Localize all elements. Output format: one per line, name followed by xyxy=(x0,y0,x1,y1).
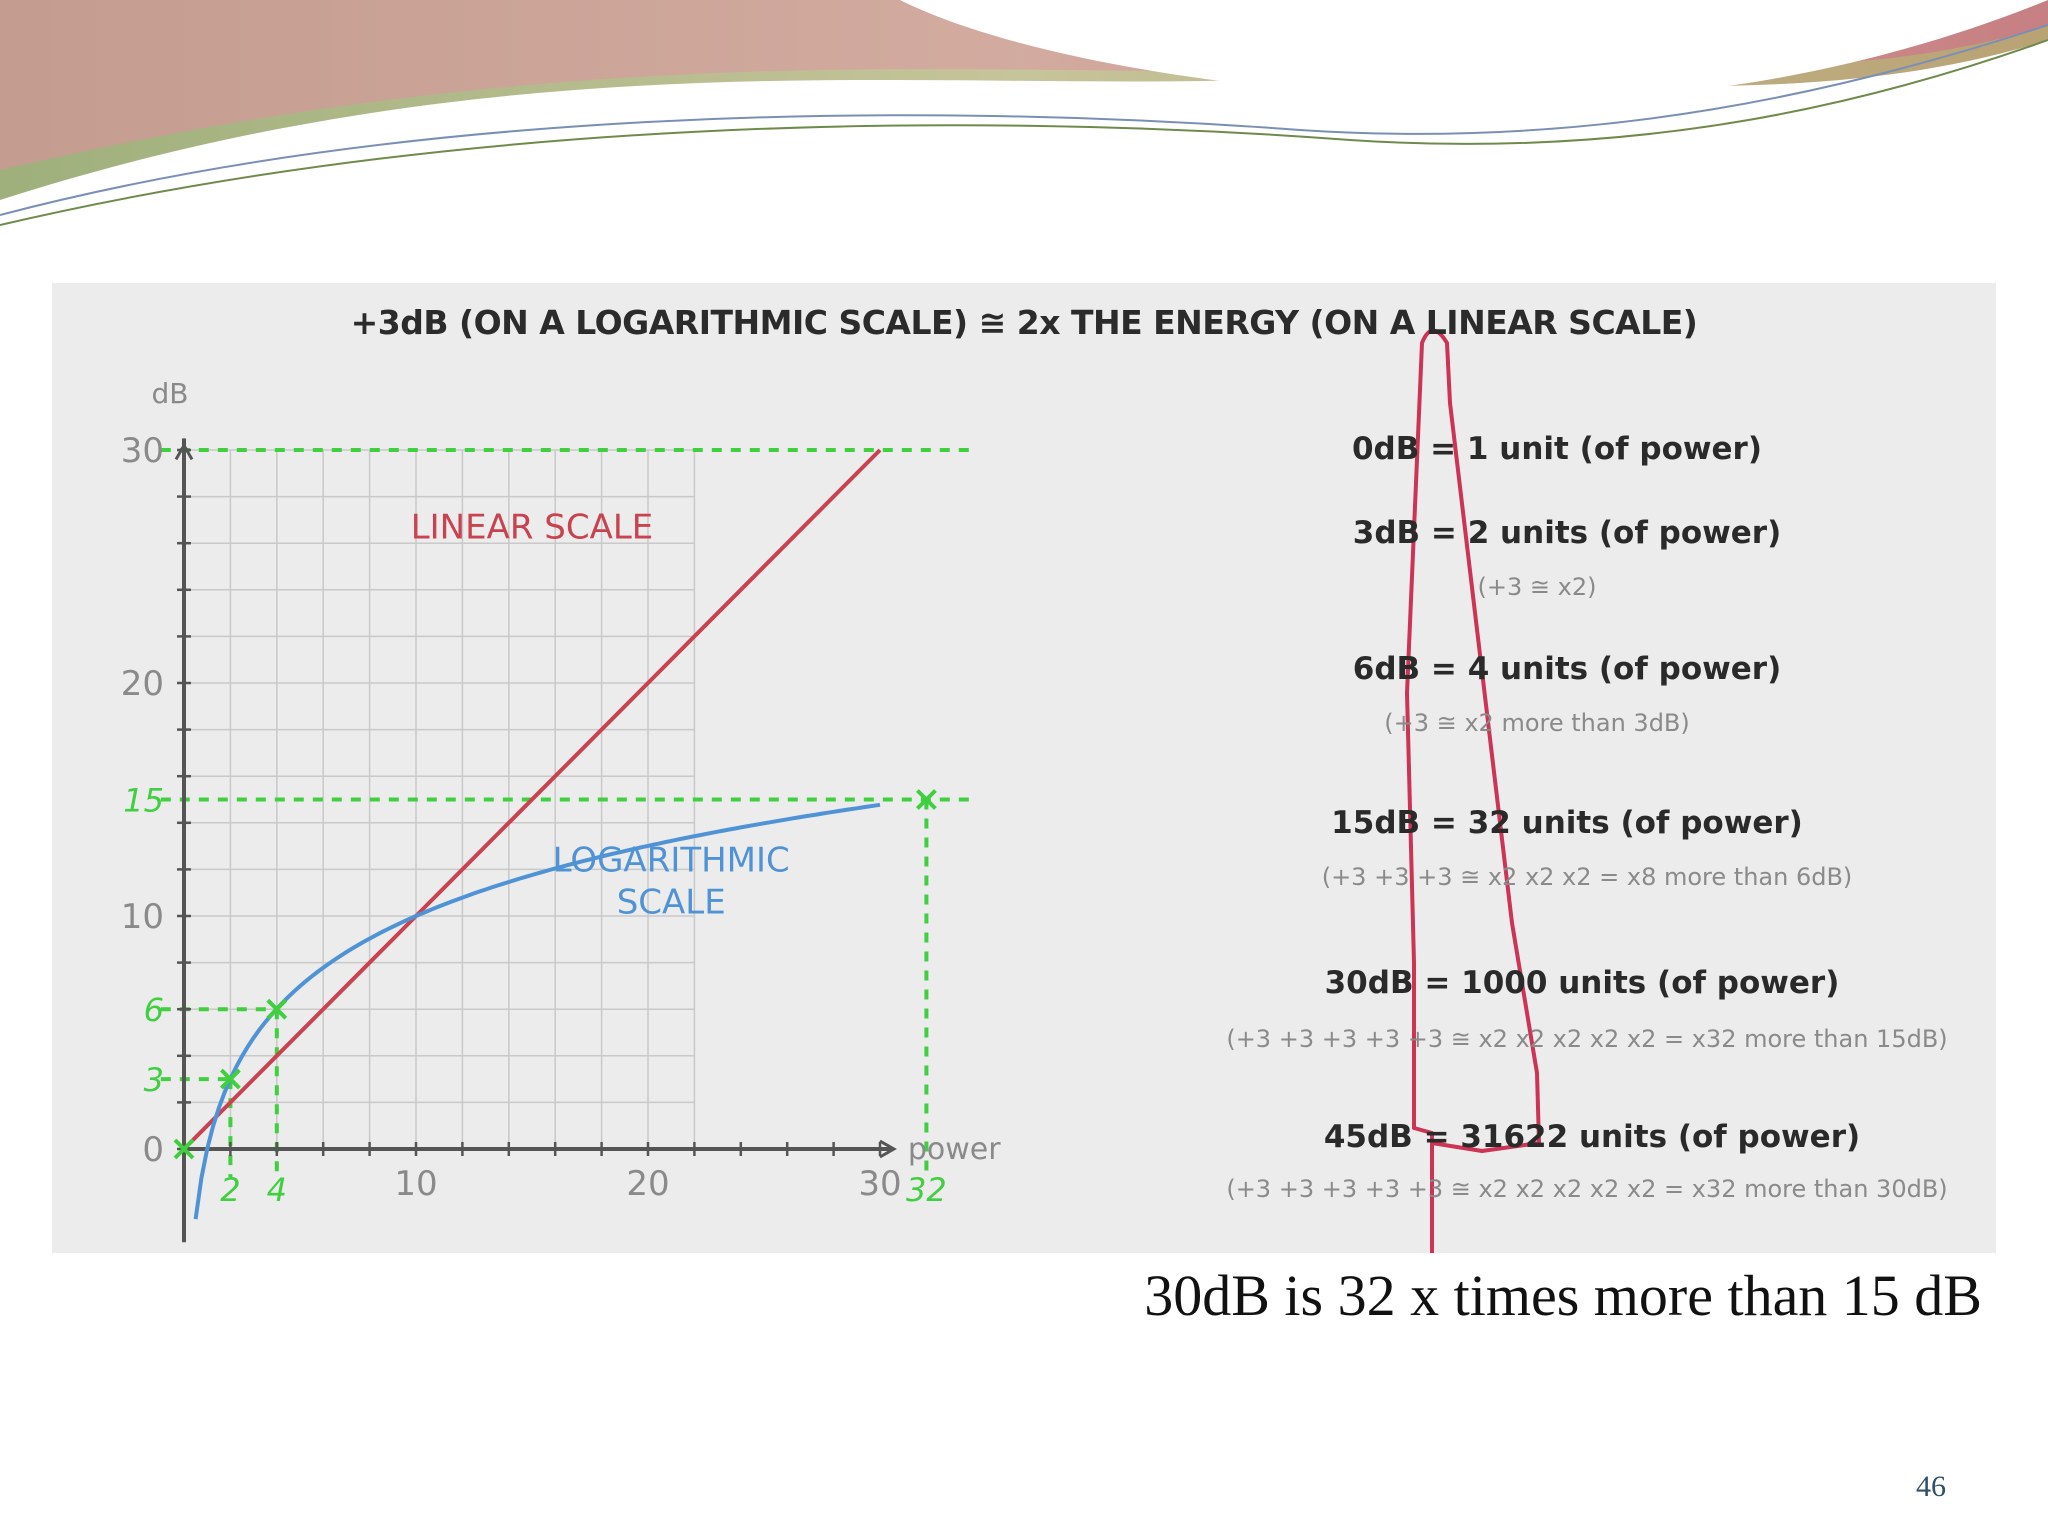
x-axis-label: power xyxy=(908,1132,1001,1167)
x-axis-arrow xyxy=(879,1139,897,1159)
y-highlight-tick-label: 15 xyxy=(123,782,164,820)
x-highlight-tick-label: 4 xyxy=(267,1171,287,1209)
series-linear-label: LINEAR SCALE xyxy=(411,508,654,548)
marker-stroke xyxy=(219,1068,241,1090)
series xyxy=(182,448,882,1220)
page-number: 46 xyxy=(1916,1470,1946,1503)
equation-note-2: (+3 ≅ x2 more than 3dB) xyxy=(1384,709,1690,737)
chart-canvas: dB power 0 10 20 30 3 6 15 10 20 30 2 4 32 LINEAR SCALE… xyxy=(121,328,1541,1253)
marker-0 xyxy=(173,1138,195,1160)
y-axis-label: dB xyxy=(152,377,189,410)
highlight-loop xyxy=(1405,328,1541,1253)
equation-note-3: (+3 +3 +3 ≅ x2 x2 x2 = x8 more than 6dB) xyxy=(1321,863,1853,891)
y-tick-label: 10 xyxy=(121,897,164,937)
equation-3: 15dB = 32 units (of power) xyxy=(1331,805,1803,841)
markers xyxy=(173,789,937,1160)
axes xyxy=(174,438,897,1243)
y-highlight-tick-label: 3 xyxy=(144,1061,164,1099)
equation-4: 30dB = 1000 units (of power) xyxy=(1324,965,1840,1001)
marker-stroke xyxy=(266,998,288,1020)
series-logarithmic-label: LOGARITHMIC xyxy=(553,841,790,881)
x-highlight-tick-label: 32 xyxy=(906,1171,947,1209)
marker-1 xyxy=(219,1068,241,1090)
equation-2: 6dB = 4 units (of power) xyxy=(1352,651,1782,687)
figure-title: +3dB (ON A LOGARITHMIC SCALE) ≅ 2x THE E… xyxy=(350,303,1698,342)
series-logarithmic-line xyxy=(193,802,881,1220)
x-tick-label: 30 xyxy=(858,1164,901,1204)
y-axis-arrow xyxy=(174,442,194,461)
y-tick-label: 0 xyxy=(142,1130,164,1170)
labels: dB power 0 10 20 30 3 6 15 10 20 30 2 4 32 LINEAR SCALE… xyxy=(121,377,1001,1209)
guide-lines xyxy=(160,448,973,1177)
y-highlight-tick-label: 6 xyxy=(144,991,164,1029)
equation-note-4: (+3 +3 +3 +3 +3 ≅ x2 x2 x2 x2 x2 = x32 m… xyxy=(1226,1025,1948,1053)
y-tick-label: 30 xyxy=(121,431,164,471)
slide-caption: 30dB is 32 x times more than 15 dB xyxy=(1144,1263,1982,1328)
series-logarithmic-label: SCALE xyxy=(617,883,726,923)
header-banner xyxy=(0,0,2048,226)
chart-figure: dB power 0 10 20 30 3 6 15 10 20 30 2 4 32 LINEAR SCALE… xyxy=(52,283,1996,1253)
marker-stroke xyxy=(915,789,937,810)
equation-0: 0dB = 1 unit (of power) xyxy=(1351,431,1763,467)
x-tick-label: 10 xyxy=(394,1164,437,1204)
marker-2 xyxy=(266,998,288,1020)
equation-5: 45dB = 31622 units (of power) xyxy=(1323,1119,1861,1155)
y-tick-label: 20 xyxy=(121,664,164,704)
marker-stroke xyxy=(173,1138,195,1160)
equation-note-1: (+3 ≅ x2) xyxy=(1477,573,1597,601)
equation-1: 3dB = 2 units (of power) xyxy=(1352,515,1782,551)
series-linear-line xyxy=(182,448,882,1151)
equation-note-5: (+3 +3 +3 +3 +3 ≅ x2 x2 x2 x2 x2 = x32 m… xyxy=(1226,1175,1948,1203)
marker-3 xyxy=(915,789,937,810)
highlight-ellipse xyxy=(1405,328,1541,1253)
x-highlight-tick-label: 2 xyxy=(220,1171,240,1209)
x-tick-label: 20 xyxy=(626,1164,669,1204)
